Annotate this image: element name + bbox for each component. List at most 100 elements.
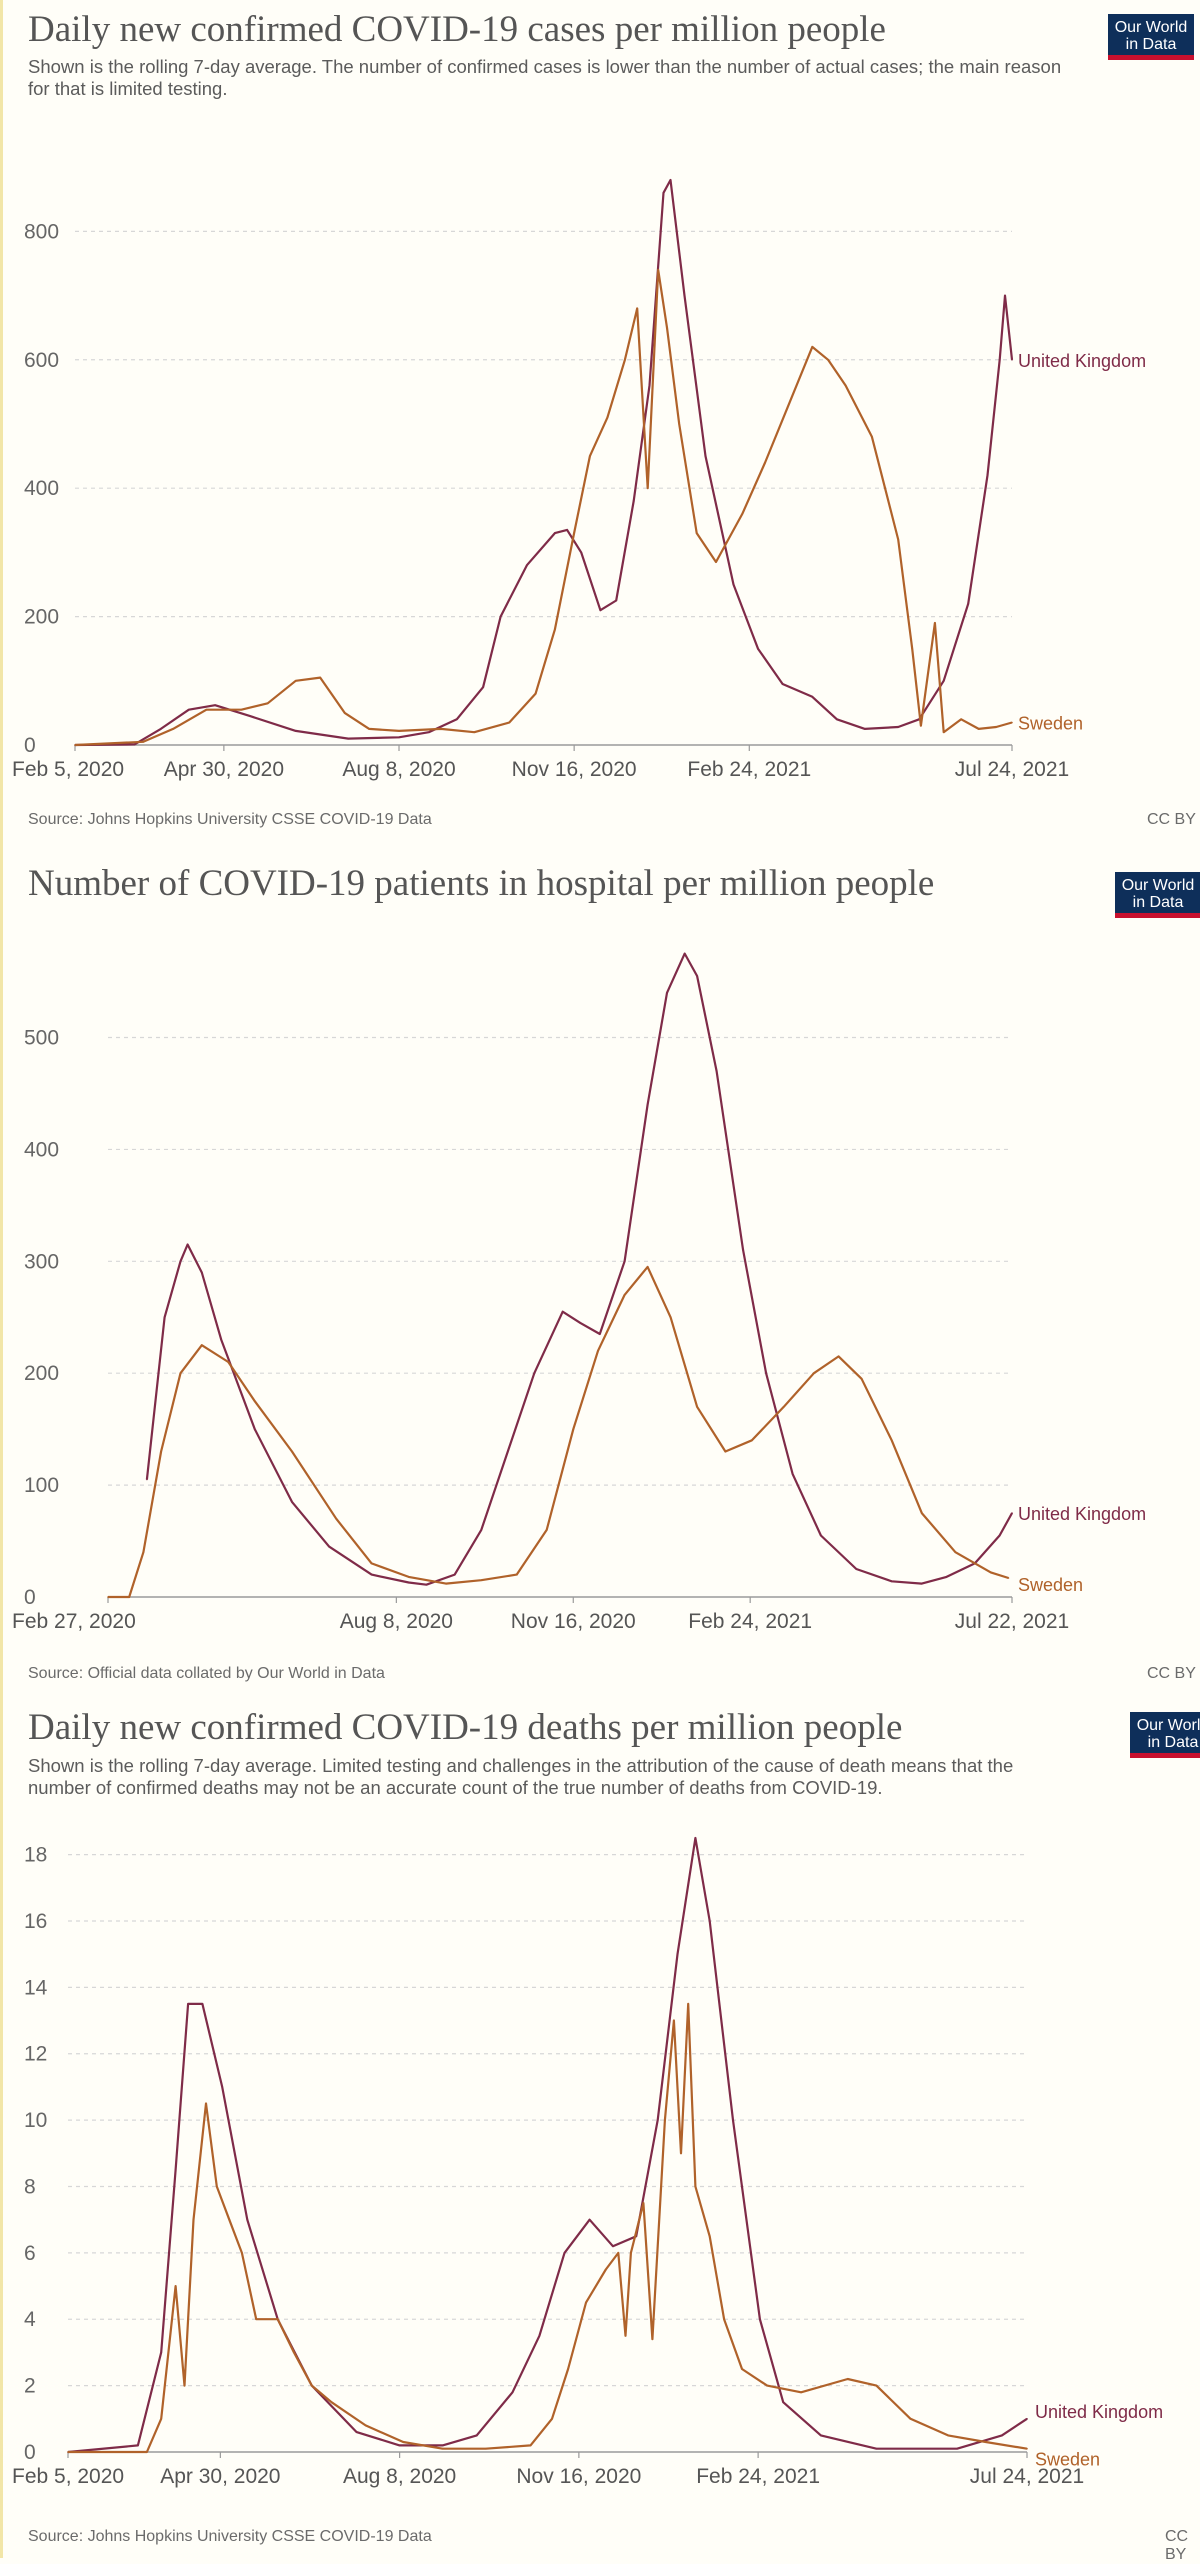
data-point-sweden bbox=[160, 1450, 162, 1453]
data-point-uk bbox=[347, 737, 350, 740]
data-point-uk bbox=[986, 474, 989, 477]
data-point-sweden bbox=[954, 1551, 957, 1553]
owid-logo[interactable]: Our World in Data bbox=[1108, 14, 1194, 60]
data-point-sweden bbox=[172, 728, 174, 730]
data-point-sweden bbox=[783, 1406, 785, 1408]
hospital-chart-license[interactable]: CC BY bbox=[1147, 1665, 1196, 1682]
data-point-sweden bbox=[687, 2003, 689, 2005]
data-point-uk bbox=[538, 2335, 541, 2337]
data-point-uk bbox=[563, 2252, 566, 2254]
hospital-chart-source[interactable]: Source: Official data collated by Our Wo… bbox=[28, 1665, 385, 1682]
data-point-uk bbox=[897, 726, 899, 728]
data-point-sweden bbox=[364, 2424, 367, 2427]
owid-logo[interactable]: Our World in Data bbox=[1130, 1712, 1200, 1758]
data-point-uk bbox=[188, 708, 190, 711]
data-point-sweden bbox=[764, 461, 766, 464]
left-edge-strip bbox=[0, 0, 3, 2558]
data-point-sweden bbox=[293, 2351, 295, 2354]
cases-chart-license[interactable]: CC BY bbox=[1147, 811, 1196, 828]
data-point-uk bbox=[757, 647, 759, 650]
data-point-uk bbox=[656, 2119, 659, 2121]
data-point-sweden bbox=[254, 1400, 256, 1402]
data-point-uk bbox=[160, 728, 162, 730]
data-point-uk bbox=[599, 609, 602, 611]
series-label-uk: United Kingdom bbox=[1018, 351, 1146, 371]
series-line-sweden bbox=[74, 268, 1013, 747]
data-point-uk bbox=[1004, 294, 1006, 297]
y-tick-label: 400 bbox=[24, 1138, 59, 1161]
data-point-uk bbox=[526, 564, 528, 566]
x-tick-label: Nov 16, 2020 bbox=[511, 1610, 636, 1633]
data-point-uk bbox=[732, 2119, 734, 2121]
data-point-uk bbox=[732, 583, 735, 586]
deaths-chart-source[interactable]: Source: Johns Hopkins University CSSE CO… bbox=[28, 2528, 432, 2545]
data-point-uk bbox=[696, 975, 698, 977]
cases-chart-source[interactable]: Source: Johns Hopkins University CSSE CO… bbox=[28, 811, 432, 828]
data-point-sweden bbox=[790, 397, 793, 400]
data-point-sweden bbox=[985, 2441, 987, 2443]
y-tick-label: 100 bbox=[24, 1474, 59, 1497]
y-tick-label: 200 bbox=[24, 606, 59, 629]
data-point-uk bbox=[441, 2444, 444, 2447]
data-point-sweden bbox=[911, 647, 913, 650]
data-point-sweden bbox=[800, 2391, 802, 2394]
data-point-sweden bbox=[1011, 721, 1013, 724]
y-tick-label: 12 bbox=[24, 2043, 47, 2066]
data-point-uk bbox=[187, 2003, 189, 2005]
data-point-sweden bbox=[240, 708, 243, 711]
hospital-chart-panel: Number of COVID-19 patients in hospital … bbox=[0, 850, 1200, 1700]
data-point-sweden bbox=[276, 2318, 279, 2320]
data-point-uk bbox=[648, 384, 651, 387]
data-point-uk bbox=[499, 615, 502, 618]
data-point-sweden bbox=[708, 2235, 711, 2238]
data-point-uk bbox=[588, 2218, 591, 2221]
data-point-uk bbox=[623, 1260, 626, 1263]
data-point-sweden bbox=[228, 2218, 231, 2221]
data-point-uk bbox=[855, 1568, 858, 1570]
data-point-sweden bbox=[664, 2119, 666, 2121]
data-point-sweden bbox=[480, 1579, 483, 1581]
data-point-sweden bbox=[179, 1372, 182, 1374]
data-point-uk bbox=[328, 1545, 330, 1548]
data-point-uk bbox=[683, 952, 686, 955]
y-tick-label: 800 bbox=[24, 220, 59, 243]
hospital-chart-svg: 0 100 200 300 400 500 Feb 27, 2020 Aug 8, 2020 N… bbox=[12, 952, 1146, 1633]
series-line-uk bbox=[74, 178, 1014, 747]
data-point-sweden bbox=[370, 1562, 373, 1565]
y-tick-label: 6 bbox=[24, 2242, 36, 2265]
data-point-uk bbox=[765, 1372, 767, 1374]
data-point-uk bbox=[1011, 1512, 1013, 1514]
data-point-sweden bbox=[241, 2252, 243, 2254]
data-point-sweden bbox=[715, 561, 717, 563]
data-point-sweden bbox=[192, 2218, 195, 2221]
data-point-uk bbox=[967, 603, 969, 605]
owid-logo[interactable]: Our World in Data bbox=[1115, 872, 1200, 918]
y-tick-label: 600 bbox=[24, 349, 59, 372]
data-point-sweden bbox=[445, 1582, 447, 1585]
deaths-chart-license[interactable]: CC BY bbox=[1165, 2528, 1189, 2563]
data-point-sweden bbox=[343, 712, 346, 714]
data-point-sweden bbox=[766, 2384, 768, 2387]
data-point-sweden bbox=[294, 680, 297, 682]
data-point-sweden bbox=[402, 2441, 405, 2443]
hospital-chart-title: Number of COVID-19 patients in hospital … bbox=[28, 863, 935, 904]
y-tick-label: 300 bbox=[24, 1250, 59, 1273]
data-point-sweden bbox=[368, 728, 371, 730]
data-point-uk bbox=[398, 736, 400, 739]
data-point-uk bbox=[355, 2431, 358, 2433]
data-point-uk bbox=[533, 1372, 536, 1374]
data-point-uk bbox=[742, 1249, 744, 1251]
data-point-uk bbox=[133, 743, 136, 746]
series-line-sweden bbox=[68, 2002, 1028, 2454]
data-point-sweden bbox=[920, 724, 922, 727]
data-point-sweden bbox=[695, 532, 698, 534]
data-point-sweden bbox=[174, 2285, 177, 2287]
data-point-uk bbox=[1011, 359, 1013, 361]
data-point-sweden bbox=[266, 702, 269, 705]
x-tick-label: Jul 22, 2021 bbox=[955, 1610, 1069, 1633]
data-point-uk bbox=[425, 1583, 428, 1586]
data-point-uk bbox=[294, 730, 297, 732]
data-point-sweden bbox=[846, 2378, 849, 2380]
data-point-uk bbox=[254, 1428, 256, 1430]
data-point-sweden bbox=[741, 513, 744, 515]
